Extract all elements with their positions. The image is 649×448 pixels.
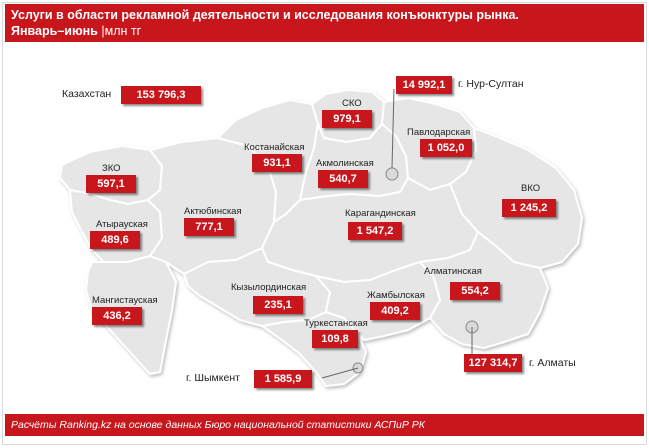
- header: Услуги в области рекламной деятельности …: [5, 4, 644, 42]
- nursultan-leader: [391, 88, 395, 169]
- karaganda-value: 1 547,2: [348, 222, 402, 240]
- turkestan-value: 109,8: [312, 330, 358, 348]
- aktobe-label: Актюбинская: [184, 206, 242, 217]
- kyzylorda-label: Кызылординская: [231, 282, 307, 293]
- source-footer: Расчёты Ranking.kz на основе данных Бюро…: [5, 414, 644, 436]
- karaganda-label: Карагандинская: [345, 208, 416, 219]
- mangystau-label: Мангистауская: [92, 295, 158, 306]
- kostanay-value: 931,1: [252, 154, 302, 172]
- shymkent-value: 1 585,9: [254, 370, 312, 388]
- nursultan-value: 14 992,1: [396, 76, 452, 94]
- atyrau-label: Атырауская: [96, 219, 148, 230]
- turkestan-label: Туркестанская: [304, 318, 368, 329]
- akmola-value: 540,7: [318, 170, 368, 188]
- almaty-label: г. Алматы: [529, 357, 576, 369]
- kostanay-label: Костанайская: [244, 142, 305, 153]
- total-label: Казахстан: [62, 88, 112, 100]
- kyzylorda-value: 235,1: [253, 296, 303, 314]
- sko-value: 979,1: [322, 110, 372, 128]
- period-label: Январь–июнь: [11, 24, 98, 38]
- mangystau-value: 436,2: [92, 307, 142, 325]
- almaty-value: 127 314,7: [464, 354, 522, 372]
- almaty-obl-value: 554,2: [450, 282, 500, 300]
- zko-label: ЗКО: [102, 163, 121, 174]
- aktobe-value: 777,1: [184, 218, 234, 236]
- shymkent-label: г. Шымкент: [186, 372, 240, 384]
- atyrau-value: 489,6: [90, 231, 140, 249]
- subtitle: Январь–июнь |млн тг: [11, 23, 644, 39]
- nursultan-marker: [385, 167, 399, 181]
- vko-value: 1 245,2: [502, 199, 556, 217]
- shymkent-leader: [321, 367, 359, 379]
- pavlodar-value: 1 052,0: [420, 139, 472, 157]
- zhambyl-value: 409,2: [370, 302, 420, 320]
- zhambyl-label: Жамбылская: [367, 290, 425, 301]
- total-value: 153 796,3: [121, 86, 201, 104]
- akmola-label: Акмолинская: [316, 158, 374, 169]
- zko-value: 597,1: [86, 175, 136, 193]
- page-title: Услуги в области рекламной деятельности …: [11, 8, 519, 22]
- almaty-obl-label: Алматинская: [424, 266, 482, 277]
- nursultan-label: г. Нур-Султан: [458, 78, 524, 90]
- unit-label: млн тг: [104, 24, 142, 38]
- region-zhambyl: [315, 261, 441, 341]
- pavlodar-label: Павлодарская: [407, 127, 471, 138]
- unit-separator: |: [101, 24, 105, 38]
- vko-label: ВКО: [521, 183, 541, 194]
- sko-label: СКО: [342, 98, 362, 109]
